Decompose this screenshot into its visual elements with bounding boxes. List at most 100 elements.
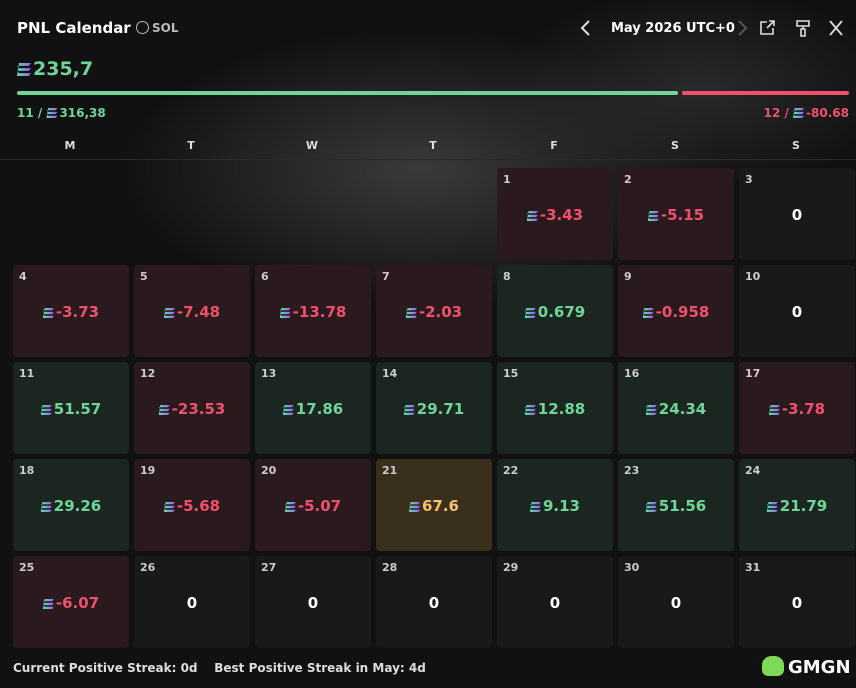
- day-pnl: -5.68: [134, 497, 250, 515]
- day-number: 29: [503, 561, 519, 574]
- total-value: 235,7: [33, 58, 94, 80]
- sol-icon: [645, 502, 657, 512]
- day-number: 8: [503, 270, 511, 283]
- loss-count: 12: [763, 106, 781, 120]
- day-cell[interactable]: 20 -5.07: [255, 459, 371, 551]
- day-pnl: 0: [618, 594, 734, 612]
- day-number: 24: [745, 464, 761, 477]
- sol-icon: [40, 502, 52, 512]
- weekday: T: [187, 139, 195, 152]
- day-cell[interactable]: 29 0: [497, 556, 613, 648]
- sol-icon: [766, 502, 778, 512]
- day-number: 28: [382, 561, 398, 574]
- day-cell[interactable]: 12 -23.53: [134, 362, 250, 454]
- day-cell[interactable]: 31 0: [739, 556, 855, 648]
- day-pnl: -2.03: [376, 303, 492, 321]
- day-cell[interactable]: 19 -5.68: [134, 459, 250, 551]
- pnl-value: -0.958: [655, 303, 710, 321]
- streaks: Current Positive Streak: 0d Best Positiv…: [13, 661, 426, 675]
- sol-icon: [403, 405, 415, 415]
- day-pnl: -3.73: [13, 303, 129, 321]
- day-pnl: 0: [376, 594, 492, 612]
- customize[interactable]: [794, 18, 812, 38]
- day-cell[interactable]: 16 24.34: [618, 362, 734, 454]
- sol-icon: [42, 308, 54, 318]
- day-cell[interactable]: 26 0: [134, 556, 250, 648]
- day-cell[interactable]: 18 29.26: [13, 459, 129, 551]
- win-loss-bar: [17, 91, 849, 95]
- day-cell[interactable]: 13 17.86: [255, 362, 371, 454]
- day-number: 5: [140, 270, 148, 283]
- pnl-value: 9.13: [542, 497, 580, 515]
- pnl-value: 0: [428, 594, 440, 612]
- day-cell[interactable]: 1 -3.43: [497, 168, 613, 260]
- pnl-value: -3.43: [539, 206, 584, 224]
- day-pnl: -3.78: [739, 400, 855, 418]
- day-cell[interactable]: 10 0: [739, 265, 855, 357]
- day-pnl: -23.53: [134, 400, 250, 418]
- day-cell[interactable]: 11 51.57: [13, 362, 129, 454]
- win-count: 11: [17, 106, 34, 120]
- day-cell[interactable]: 30 0: [618, 556, 734, 648]
- day-number: 12: [140, 367, 156, 380]
- day-number: 4: [19, 270, 27, 283]
- day-cell[interactable]: 28 0: [376, 556, 492, 648]
- divider: [0, 159, 856, 160]
- day-cell[interactable]: 23 51.56: [618, 459, 734, 551]
- day-cell[interactable]: 2 -5.15: [618, 168, 734, 260]
- sol-icon: [526, 211, 538, 221]
- day-number: 15: [503, 367, 519, 380]
- day-number: 17: [745, 367, 761, 380]
- pnl-value: 29.71: [416, 400, 465, 418]
- win-bar: [17, 91, 678, 95]
- pnl-value: 24.34: [658, 400, 707, 418]
- day-cell[interactable]: 15 12.88: [497, 362, 613, 454]
- day-number: 11: [19, 367, 35, 380]
- day-cell[interactable]: 9 -0.958: [618, 265, 734, 357]
- close[interactable]: [827, 18, 845, 38]
- pnl-value: -3.78: [781, 400, 826, 418]
- pnl-value: -23.53: [171, 400, 226, 418]
- day-cell[interactable]: 8 0.679: [497, 265, 613, 357]
- day-number: 14: [382, 367, 398, 380]
- day-cell[interactable]: 24 21.79: [739, 459, 855, 551]
- day-pnl: -0.958: [618, 303, 734, 321]
- day-cell[interactable]: 7 -2.03: [376, 265, 492, 357]
- day-number: 1: [503, 173, 511, 186]
- win-amount: 316,38: [59, 106, 106, 120]
- sol-icon: [408, 502, 420, 512]
- day-cell[interactable]: 4 -3.73: [13, 265, 129, 357]
- pnl-value: 21.79: [779, 497, 828, 515]
- loss-amount: -80.68: [806, 106, 849, 120]
- day-cell[interactable]: 27 0: [255, 556, 371, 648]
- brand-name: GMGN: [788, 657, 851, 678]
- day-number: 10: [745, 270, 761, 283]
- prev-month[interactable]: [578, 18, 594, 38]
- day-cell[interactable]: 17 -3.78: [739, 362, 855, 454]
- share[interactable]: [758, 18, 776, 38]
- day-pnl: 51.56: [618, 497, 734, 515]
- day-number: 21: [382, 464, 398, 477]
- day-pnl: 0: [134, 594, 250, 612]
- day-number: 20: [261, 464, 277, 477]
- day-number: 22: [503, 464, 519, 477]
- day-pnl: 12.88: [497, 400, 613, 418]
- day-cell[interactable]: 14 29.71: [376, 362, 492, 454]
- sol-icon: [282, 405, 294, 415]
- pnl-value: 0: [549, 594, 561, 612]
- day-pnl: 0: [255, 594, 371, 612]
- day-pnl: 17.86: [255, 400, 371, 418]
- day-cell[interactable]: 25 -6.07: [13, 556, 129, 648]
- day-cell[interactable]: 6 -13.78: [255, 265, 371, 357]
- next-month[interactable]: [734, 18, 750, 38]
- currency[interactable]: SOL: [136, 21, 179, 35]
- best-label: Best Positive Streak in May:: [214, 661, 405, 675]
- losses: 12 / -80.68: [763, 106, 849, 120]
- day-cell[interactable]: 5 -7.48: [134, 265, 250, 357]
- day-number: 23: [624, 464, 640, 477]
- day-cell[interactable]: 21 67.6: [376, 459, 492, 551]
- pnl-value: -5.07: [297, 497, 342, 515]
- day-cell[interactable]: 22 9.13: [497, 459, 613, 551]
- day-number: 3: [745, 173, 753, 186]
